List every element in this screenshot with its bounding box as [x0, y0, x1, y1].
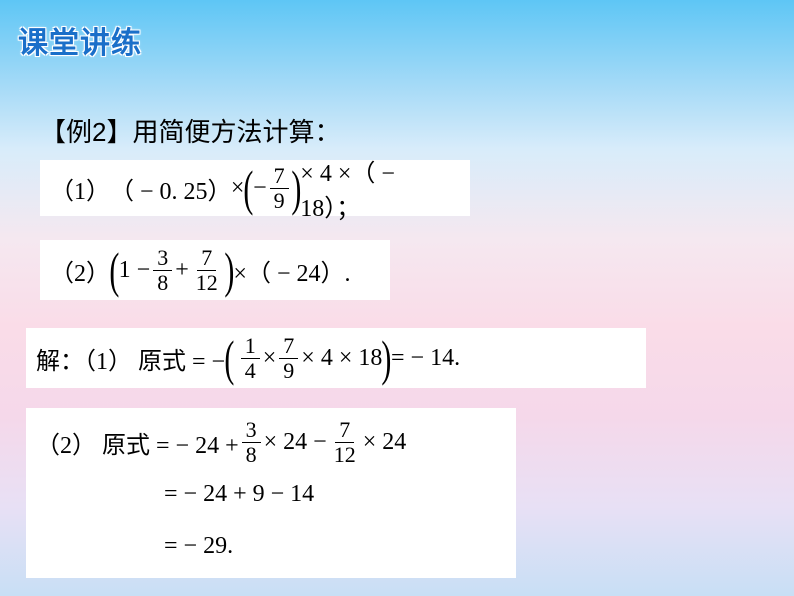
s2-l1-prefix: （2） 原式 = − 24 + [36, 425, 239, 460]
s1-frac2: 7 9 [279, 335, 298, 382]
s2-frac1: 3 8 [242, 419, 261, 466]
p2-f1-den: 8 [153, 271, 172, 294]
p2-rparen: ) [224, 250, 234, 290]
s1-frac1: 1 4 [241, 335, 260, 382]
problem-2: （2） ( 1 − 3 8 + 7 12 ) ×（ − 24）. [40, 240, 390, 300]
p2-lparen: ( [109, 250, 119, 290]
p1-tail: × 4 ×（ − 18）； [300, 153, 460, 223]
s1-f2-den: 9 [279, 359, 298, 382]
s2-f1-num: 3 [242, 419, 261, 443]
p2-label: （2） [50, 253, 110, 288]
s1-prefix: 解：（1） 原式 = − [36, 341, 225, 376]
s2-mid1: × 24 − [264, 429, 327, 456]
p1-frac: 7 9 [270, 165, 289, 212]
s1-f1-den: 4 [241, 359, 260, 382]
p1-rparen: ) [291, 168, 301, 208]
p2-one: 1 − [119, 257, 151, 284]
p2-frac1: 3 8 [153, 247, 172, 294]
p1-lparen: ( [244, 168, 254, 208]
s2-l3-text: = − 29. [164, 533, 233, 560]
p2-f2-den: 12 [192, 271, 222, 294]
s2-f1-den: 8 [242, 443, 261, 466]
slide-title: 课堂讲练 [18, 18, 142, 62]
s2-frac2: 7 12 [330, 419, 360, 466]
p2-tail: ×（ − 24）. [233, 253, 350, 288]
s1-f1-num: 1 [241, 335, 260, 359]
s1-lparen: ( [224, 338, 234, 378]
solution-1: 解：（1） 原式 = − ( 1 4 × 7 9 × 4 × 18 ) = − … [26, 328, 646, 388]
p1-frac-num: 7 [270, 165, 289, 189]
s1-tailin: × 4 × 18 [301, 345, 382, 372]
p1-label: （1） [50, 171, 110, 206]
s2-line1: （2） 原式 = − 24 + 3 8 × 24 − 7 12 × 24 [36, 416, 406, 468]
problem-1: （1） （ − 0. 25） × ( − 7 9 ) × 4 ×（ − 18）； [40, 160, 470, 216]
s2-mid2: × 24 [363, 429, 407, 456]
s1-f2-num: 7 [279, 335, 298, 359]
p2-frac2: 7 12 [192, 247, 222, 294]
solution-2: （2） 原式 = − 24 + 3 8 × 24 − 7 12 × 24 = −… [26, 408, 516, 578]
example-prefix: 【例2】 [40, 117, 132, 147]
example-text: 用简便方法计算： [132, 117, 340, 147]
s2-l2-text: = − 24 + 9 − 14 [164, 481, 314, 508]
p1-a: （ − 0. 25） [110, 171, 231, 206]
s2-f2-num: 7 [335, 419, 354, 443]
p1-neg: − [253, 175, 267, 202]
s1-result: = − 14. [391, 345, 460, 372]
example-heading: 【例2】用简便方法计算： [40, 112, 340, 149]
s1-rparen: ) [382, 338, 392, 378]
p1-frac-den: 9 [270, 189, 289, 212]
p2-f2-num: 7 [197, 247, 216, 271]
s1-t1: × [263, 345, 277, 372]
s2-line3: = − 29. [36, 520, 233, 572]
p2-plus: + [175, 257, 189, 284]
s2-f2-den: 12 [330, 443, 360, 466]
p2-f1-num: 3 [153, 247, 172, 271]
s2-line2: = − 24 + 9 − 14 [36, 468, 314, 520]
